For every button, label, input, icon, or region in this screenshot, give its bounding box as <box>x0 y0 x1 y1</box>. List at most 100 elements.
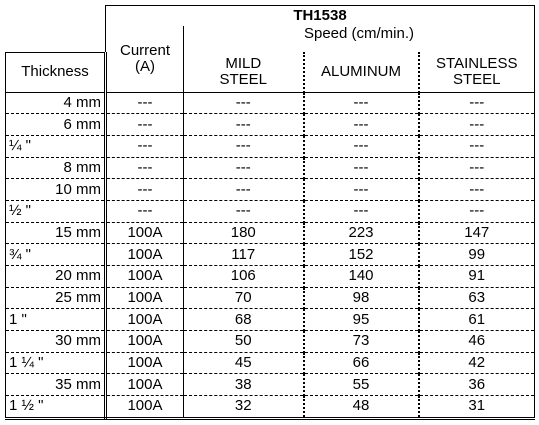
speed-cell: --- <box>303 178 420 201</box>
speed-cell: 70 <box>183 287 305 310</box>
table-row: ¾ " 100A 117 152 99 <box>5 243 535 266</box>
speed-cell: 31 <box>418 395 535 420</box>
speed-cell: 66 <box>303 352 420 375</box>
speed-cell: 147 <box>418 222 535 245</box>
table-row: 8 mm --- --- --- --- <box>5 157 535 180</box>
speed-cell: --- <box>183 113 305 136</box>
current-cell: --- <box>105 92 184 115</box>
speed-cell: 46 <box>418 330 535 353</box>
thickness-cell: 20 mm <box>5 265 107 288</box>
speed-cell: 55 <box>303 373 420 397</box>
speed-cell: --- <box>183 92 305 115</box>
speed-cell: 152 <box>303 243 420 266</box>
speed-cell: --- <box>303 200 420 223</box>
thickness-cell: ¾ " <box>5 243 107 266</box>
speed-cell: --- <box>183 178 305 201</box>
current-cell: 100A <box>105 222 184 245</box>
speed-cell: --- <box>303 92 420 115</box>
speed-cell: 98 <box>303 287 420 310</box>
speed-cell: 50 <box>183 330 305 353</box>
table-row: 20 mm 100A 106 140 91 <box>5 265 535 288</box>
thickness-cell: 1 ½ " <box>5 395 107 420</box>
table-row: 15 mm 100A 180 223 147 <box>5 222 535 245</box>
thickness-cell: 1 ¼ " <box>5 352 107 375</box>
thickness-cell: ¼ " <box>5 135 107 158</box>
header-current: Current (A) <box>119 41 171 75</box>
speed-cell: --- <box>418 178 535 201</box>
table-row: 30 mm 100A 50 73 46 <box>5 330 535 353</box>
table-row: ½ " --- --- --- --- <box>5 200 535 223</box>
thickness-cell: 4 mm <box>5 92 107 115</box>
speed-cell: 180 <box>183 222 305 245</box>
thickness-cell: 35 mm <box>5 373 107 397</box>
speed-cell: 63 <box>418 287 535 310</box>
thickness-cell: 30 mm <box>5 330 107 353</box>
table-row: 25 mm 100A 70 98 63 <box>5 287 535 310</box>
current-cell: 100A <box>105 287 184 310</box>
table-title: TH1538 <box>105 5 535 26</box>
speed-cell: 42 <box>418 352 535 375</box>
current-cell: --- <box>105 200 184 223</box>
header-column: MILD STEEL <box>219 54 268 88</box>
speed-cell: --- <box>303 135 420 158</box>
speed-cell: --- <box>303 157 420 180</box>
speed-cell: --- <box>418 135 535 158</box>
speed-cell: 99 <box>418 243 535 266</box>
speed-cell: 68 <box>183 308 305 332</box>
thickness-cell: 10 mm <box>5 178 107 201</box>
table-row: 6 mm --- --- --- --- <box>5 113 535 136</box>
speed-cell: 32 <box>183 395 305 420</box>
current-cell: 100A <box>105 308 184 332</box>
current-cell: --- <box>105 113 184 136</box>
current-cell: --- <box>105 178 184 201</box>
table-row: 1 ½ " 100A 32 48 31 <box>5 395 535 420</box>
current-cell: 100A <box>105 330 184 353</box>
current-cell: 100A <box>105 265 184 288</box>
speed-cell: 36 <box>418 373 535 397</box>
speed-cell: --- <box>418 113 535 136</box>
speed-cell: 223 <box>303 222 420 245</box>
speed-cell: 106 <box>183 265 305 288</box>
table-row: ¼ " --- --- --- --- <box>5 135 535 158</box>
current-cell: 100A <box>105 395 184 420</box>
speed-cell: --- <box>418 157 535 180</box>
speed-cell: 45 <box>183 352 305 375</box>
speed-cell: 38 <box>183 373 305 397</box>
current-cell: --- <box>105 157 184 180</box>
thickness-cell: ½ " <box>5 200 107 223</box>
current-cell: --- <box>105 135 184 158</box>
table-row: 10 mm --- --- --- --- <box>5 178 535 201</box>
table-row: 4 mm --- --- --- --- <box>5 92 535 115</box>
speed-cell: 140 <box>303 265 420 288</box>
current-cell: 100A <box>105 373 184 397</box>
speed-cell: --- <box>183 157 305 180</box>
header-column: STAINLESS STEEL <box>436 54 518 88</box>
speed-cell: --- <box>183 200 305 223</box>
header-thickness: Thickness <box>5 51 107 93</box>
thickness-cell: 25 mm <box>5 287 107 310</box>
speed-cell: 91 <box>418 265 535 288</box>
table-row: 1 ¼ " 100A 45 66 42 <box>5 352 535 375</box>
thickness-cell: 1 " <box>5 308 107 332</box>
spec-table: TH1538 Current (A) Speed (cm/min.) Thick… <box>5 5 535 420</box>
speed-cell: 73 <box>303 330 420 353</box>
speed-cell: 48 <box>303 395 420 420</box>
speed-cell: --- <box>183 135 305 158</box>
speed-cell: 61 <box>418 308 535 332</box>
speed-cell: 117 <box>183 243 305 266</box>
thickness-cell: 15 mm <box>5 222 107 245</box>
current-cell: 100A <box>105 352 184 375</box>
speed-cell: --- <box>303 113 420 136</box>
current-cell: 100A <box>105 243 184 266</box>
speed-cell: 95 <box>303 308 420 332</box>
thickness-cell: 6 mm <box>5 113 107 136</box>
header-speed: Speed (cm/min.) <box>183 26 535 52</box>
speed-cell: --- <box>418 200 535 223</box>
table-row: 35 mm 100A 38 55 36 <box>5 373 535 397</box>
table-body: 4 mm --- --- --- --- 6 mm --- --- --- --- ¼ " --- --… <box>5 92 535 420</box>
speed-cell: --- <box>418 92 535 115</box>
header-column: ALUMINUM <box>303 52 420 93</box>
table-row: 1 " 100A 68 95 61 <box>5 308 535 332</box>
thickness-cell: 8 mm <box>5 157 107 180</box>
